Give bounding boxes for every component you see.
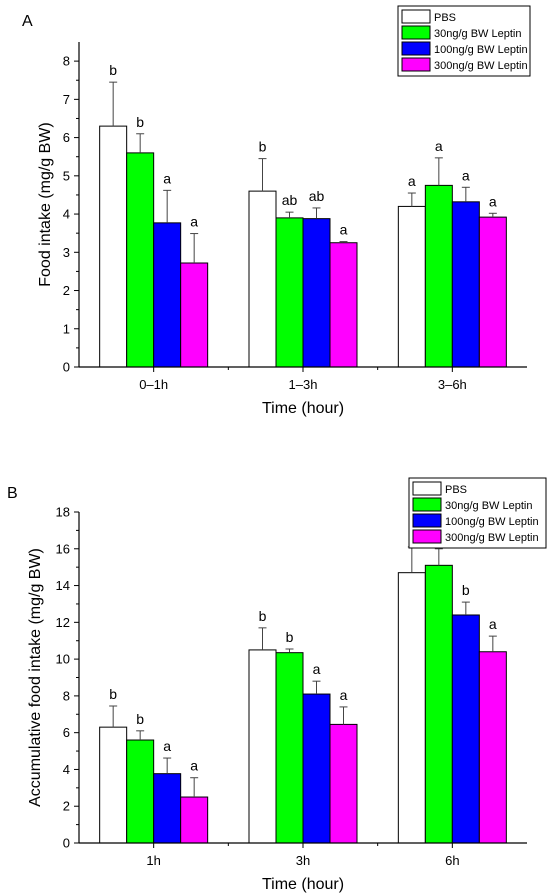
bar bbox=[153, 222, 182, 368]
bar bbox=[248, 649, 277, 844]
significance-label: a bbox=[190, 758, 198, 774]
bar bbox=[275, 652, 304, 844]
y-tick-label: 6 bbox=[63, 725, 70, 740]
legend-label: 300ng/g BW Leptin bbox=[434, 60, 528, 72]
significance-label: ab bbox=[309, 188, 325, 204]
legend-label: 30ng/g BW Leptin bbox=[434, 28, 521, 40]
legend-label: PBS bbox=[445, 484, 467, 496]
legend-swatch bbox=[412, 513, 442, 528]
y-tick-label: 5 bbox=[63, 168, 70, 183]
significance-label: b bbox=[136, 711, 144, 727]
panel-label: A bbox=[22, 13, 33, 30]
bar bbox=[180, 262, 209, 368]
x-tick-label: 1–3h bbox=[289, 377, 318, 392]
y-tick-label: 3 bbox=[63, 245, 70, 260]
bar bbox=[126, 152, 155, 368]
significance-label: b bbox=[136, 114, 144, 130]
legend: PBS 30ng/g BW Leptin 100ng/g BW Leptin 300n… bbox=[397, 5, 531, 77]
bar bbox=[248, 190, 277, 368]
y-tick-label: 1 bbox=[63, 321, 70, 336]
significance-label: a bbox=[340, 687, 348, 703]
legend-swatch bbox=[412, 497, 442, 512]
bar bbox=[451, 614, 480, 844]
legend-label: 100ng/g BW Leptin bbox=[445, 516, 539, 528]
y-tick-label: 12 bbox=[56, 615, 70, 630]
x-tick-label: 3h bbox=[296, 853, 310, 868]
significance-label: a bbox=[435, 138, 443, 154]
bar bbox=[451, 201, 480, 368]
legend-label: 100ng/g BW Leptin bbox=[434, 44, 528, 56]
significance-label: b bbox=[286, 629, 294, 645]
legend-label: 30ng/g BW Leptin bbox=[445, 500, 532, 512]
y-tick-label: 2 bbox=[63, 799, 70, 814]
significance-label: a bbox=[489, 193, 497, 209]
bar bbox=[275, 217, 304, 368]
x-axis-title: Time (hour) bbox=[262, 400, 344, 417]
significance-label: b bbox=[109, 62, 117, 78]
bar bbox=[99, 726, 128, 844]
x-tick-label: 1h bbox=[146, 853, 160, 868]
legend-swatch bbox=[401, 41, 431, 56]
panel-label: B bbox=[7, 485, 18, 502]
y-axis-title: Accumulative food intake (mg/g BW) bbox=[27, 548, 44, 807]
legend-swatch bbox=[412, 529, 442, 544]
bar bbox=[397, 205, 426, 368]
bar bbox=[397, 572, 426, 844]
y-tick-label: 4 bbox=[63, 762, 70, 777]
legend: PBS 30ng/g BW Leptin 100ng/g BW Leptin 300n… bbox=[408, 477, 547, 549]
x-tick-label: 3–6h bbox=[438, 377, 467, 392]
significance-label: a bbox=[313, 661, 321, 677]
significance-label: a bbox=[190, 214, 198, 230]
y-tick-label: 7 bbox=[63, 92, 70, 107]
significance-label: a bbox=[340, 222, 348, 238]
bar bbox=[329, 242, 358, 368]
legend-swatch bbox=[412, 481, 442, 496]
chart-panel-a: Ab b a a 0–1h b ab ab a 1–3h a a a a 3–6h 0 1 2 3 4 5 6 7 8 Time… bbox=[22, 5, 531, 417]
bar bbox=[126, 739, 155, 844]
y-tick-label: 2 bbox=[63, 283, 70, 298]
significance-label: b bbox=[462, 582, 470, 598]
y-tick-label: 18 bbox=[56, 505, 70, 520]
y-tick-label: 4 bbox=[63, 207, 70, 222]
legend-swatch bbox=[401, 9, 431, 24]
y-tick-label: 0 bbox=[63, 836, 70, 851]
significance-label: a bbox=[462, 167, 470, 183]
bar bbox=[302, 693, 331, 844]
y-tick-label: 8 bbox=[63, 688, 70, 703]
bar bbox=[153, 773, 182, 844]
significance-label: b bbox=[259, 608, 267, 624]
significance-label: a bbox=[489, 616, 497, 632]
y-tick-label: 16 bbox=[56, 541, 70, 556]
significance-label: a bbox=[163, 738, 171, 754]
y-axis-title: Food intake (mg/g BW) bbox=[37, 122, 54, 287]
bar bbox=[302, 218, 331, 368]
significance-label: a bbox=[408, 173, 416, 189]
significance-label: a bbox=[163, 170, 171, 186]
bar bbox=[99, 125, 128, 368]
y-tick-label: 0 bbox=[63, 360, 70, 375]
legend-swatch bbox=[401, 25, 431, 40]
chart-panel-b: Bbbaa1hbbaa3hccba6h024681012141618Time (… bbox=[7, 477, 547, 893]
bar bbox=[424, 184, 453, 368]
significance-label: b bbox=[259, 139, 267, 155]
significance-label: b bbox=[109, 686, 117, 702]
legend-label: 300ng/g BW Leptin bbox=[445, 532, 539, 544]
significance-label: ab bbox=[282, 192, 298, 208]
legend-label: PBS bbox=[434, 12, 456, 24]
bar bbox=[424, 564, 453, 844]
x-tick-label: 0–1h bbox=[139, 377, 168, 392]
y-tick-label: 6 bbox=[63, 130, 70, 145]
bar bbox=[329, 723, 358, 844]
y-tick-label: 8 bbox=[63, 54, 70, 69]
y-tick-label: 14 bbox=[56, 578, 70, 593]
bar bbox=[180, 796, 209, 844]
x-tick-label: 6h bbox=[445, 853, 459, 868]
bar bbox=[478, 216, 507, 368]
legend-swatch bbox=[401, 57, 431, 72]
x-axis-title: Time (hour) bbox=[262, 876, 344, 893]
bar bbox=[478, 651, 507, 844]
y-tick-label: 10 bbox=[56, 652, 70, 667]
